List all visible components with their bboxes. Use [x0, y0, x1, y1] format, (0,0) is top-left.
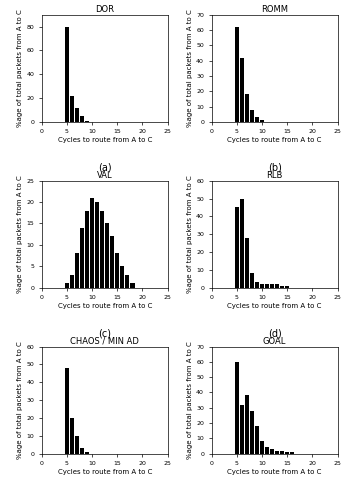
X-axis label: Cycles to route from A to C: Cycles to route from A to C [57, 303, 152, 309]
Title: RLB: RLB [267, 171, 283, 180]
Y-axis label: %age of total packets from A to C: %age of total packets from A to C [17, 341, 23, 459]
Y-axis label: %age of total packets from A to C: %age of total packets from A to C [187, 341, 193, 459]
Bar [115, 253, 119, 288]
Text: (d): (d) [268, 328, 282, 338]
Bar [280, 451, 284, 454]
Bar [290, 452, 294, 454]
Text: (c): (c) [98, 328, 111, 338]
Bar [260, 284, 264, 288]
Bar [270, 449, 274, 454]
Bar [235, 27, 239, 122]
Bar [70, 418, 74, 454]
Bar [75, 436, 79, 454]
Y-axis label: %age of total packets from A to C: %age of total packets from A to C [17, 176, 23, 293]
X-axis label: Cycles to route from A to C: Cycles to route from A to C [228, 303, 322, 309]
Bar [65, 27, 69, 122]
Bar [250, 109, 254, 122]
Bar [85, 452, 89, 454]
Text: (a): (a) [98, 163, 111, 173]
Bar [235, 362, 239, 454]
X-axis label: Cycles to route from A to C: Cycles to route from A to C [57, 469, 152, 475]
Y-axis label: %age of total packets from A to C: %age of total packets from A to C [187, 9, 193, 127]
Bar [240, 58, 244, 122]
Bar [110, 236, 114, 288]
Title: ROMM: ROMM [261, 5, 288, 14]
Bar [85, 121, 89, 122]
Bar [275, 284, 279, 288]
Bar [245, 238, 249, 288]
Y-axis label: %age of total packets from A to C: %age of total packets from A to C [187, 176, 193, 293]
Bar [130, 283, 135, 288]
Title: DOR: DOR [95, 5, 114, 14]
Bar [105, 223, 109, 288]
Bar [285, 286, 289, 288]
Bar [80, 116, 84, 122]
Bar [245, 395, 249, 454]
Bar [240, 199, 244, 288]
Bar [270, 284, 274, 288]
X-axis label: Cycles to route from A to C: Cycles to route from A to C [57, 137, 152, 143]
Bar [95, 202, 99, 288]
Title: CHAOS / MIN AD: CHAOS / MIN AD [70, 337, 139, 346]
Bar [285, 452, 289, 454]
Bar [260, 120, 264, 122]
Bar [125, 275, 129, 288]
Bar [80, 228, 84, 288]
Bar [240, 405, 244, 454]
Bar [245, 94, 249, 122]
Bar [90, 198, 94, 288]
Bar [100, 211, 104, 288]
Bar [255, 282, 259, 288]
Bar [70, 96, 74, 122]
X-axis label: Cycles to route from A to C: Cycles to route from A to C [228, 469, 322, 475]
Bar [85, 211, 89, 288]
Bar [255, 426, 259, 454]
Bar [265, 284, 269, 288]
Bar [80, 448, 84, 454]
Bar [75, 107, 79, 122]
Bar [120, 266, 125, 288]
X-axis label: Cycles to route from A to C: Cycles to route from A to C [228, 137, 322, 143]
Bar [275, 451, 279, 454]
Bar [235, 208, 239, 288]
Title: VAL: VAL [97, 171, 112, 180]
Bar [280, 286, 284, 288]
Bar [250, 411, 254, 454]
Y-axis label: %age of total packets from A to C: %age of total packets from A to C [17, 9, 23, 127]
Bar [70, 275, 74, 288]
Bar [265, 448, 269, 454]
Bar [250, 274, 254, 288]
Bar [260, 441, 264, 454]
Bar [255, 117, 259, 122]
Text: (b): (b) [268, 163, 282, 173]
Title: GOAL: GOAL [263, 337, 286, 346]
Bar [65, 283, 69, 288]
Bar [65, 368, 69, 454]
Bar [75, 253, 79, 288]
